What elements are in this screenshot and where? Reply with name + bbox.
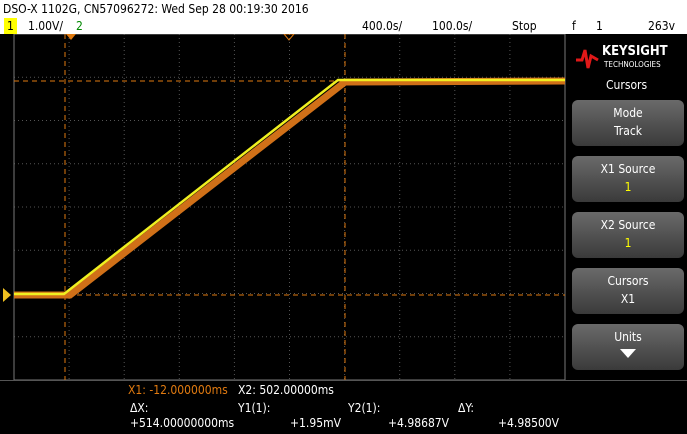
waveform-display bbox=[3, 34, 566, 380]
title-bar: DSO-X 1102G, CN57096272: Wed Sep 28 00:1… bbox=[0, 0, 687, 18]
x1-marker bbox=[66, 34, 76, 40]
channel2: 2 bbox=[76, 19, 83, 33]
trace-yellow bbox=[14, 78, 565, 296]
x2-readout: X2: 502.00000ms bbox=[238, 383, 334, 397]
scale1: 1.00V/ bbox=[28, 19, 64, 33]
readout-panel: X1: -12.000000ms X2: 502.00000ms ΔX: +51… bbox=[0, 380, 687, 434]
button-label: Units bbox=[614, 330, 642, 344]
time-scale: 400.0s/ bbox=[362, 19, 403, 33]
trigger-slope: f bbox=[572, 19, 576, 33]
trigger-source: 1 bbox=[596, 19, 603, 33]
button-label: X1 Source bbox=[600, 162, 656, 176]
y1-value: +1.95mV bbox=[290, 416, 341, 430]
logo bbox=[576, 49, 599, 69]
units-button[interactable]: Units bbox=[572, 324, 684, 370]
menu-title: Cursors bbox=[606, 78, 648, 92]
x2-source-button[interactable]: X2 Source 1 bbox=[572, 212, 684, 258]
graticule-frame bbox=[13, 34, 566, 380]
x1-readout: X1: -12.000000ms bbox=[128, 383, 228, 397]
softkey-panel: KEYSIGHT TECHNOLOGIES Cursors Mode Track … bbox=[566, 34, 687, 380]
channel1: 1 bbox=[4, 18, 17, 34]
ground-marker bbox=[3, 288, 11, 302]
button-value: X1 bbox=[620, 292, 636, 306]
trigger-marker bbox=[283, 34, 295, 41]
cursors-button[interactable]: Cursors X1 bbox=[572, 268, 684, 314]
button-value: 1 bbox=[624, 236, 632, 250]
status-bar: 1 1.00V/ 2 400.0s/ 100.0s/ Stop f 1 263v bbox=[0, 18, 687, 34]
button-label: Mode bbox=[613, 106, 643, 120]
button-value: 1 bbox=[624, 180, 632, 194]
title: DSO-X 1102G, CN57096272: Wed Sep 28 00:1… bbox=[3, 2, 309, 16]
button-value: Track bbox=[613, 124, 643, 138]
button-label: X2 Source bbox=[600, 218, 656, 232]
y1-label: Y1(1): bbox=[238, 401, 271, 415]
delay: 100.0s/ bbox=[432, 19, 473, 33]
dy-label: ΔY: bbox=[458, 401, 475, 415]
dy-value: +4.98500V bbox=[498, 416, 560, 430]
button-label: Cursors bbox=[607, 274, 649, 288]
trigger-level: 263v bbox=[648, 19, 675, 33]
y2-value: +4.98687V bbox=[388, 416, 450, 430]
brand-sub: TECHNOLOGIES bbox=[604, 60, 661, 69]
grid bbox=[14, 34, 565, 380]
mode-button[interactable]: Mode Track bbox=[572, 100, 684, 146]
brand: KEYSIGHT bbox=[602, 44, 668, 59]
dx-value: +514.00000000ms bbox=[130, 416, 235, 430]
y2-label: Y2(1): bbox=[348, 401, 381, 415]
dx-label: ΔX: bbox=[130, 401, 149, 415]
down-arrow bbox=[620, 349, 636, 358]
run-state: Stop bbox=[512, 19, 537, 33]
x1-source-button[interactable]: X1 Source 1 bbox=[572, 156, 684, 202]
